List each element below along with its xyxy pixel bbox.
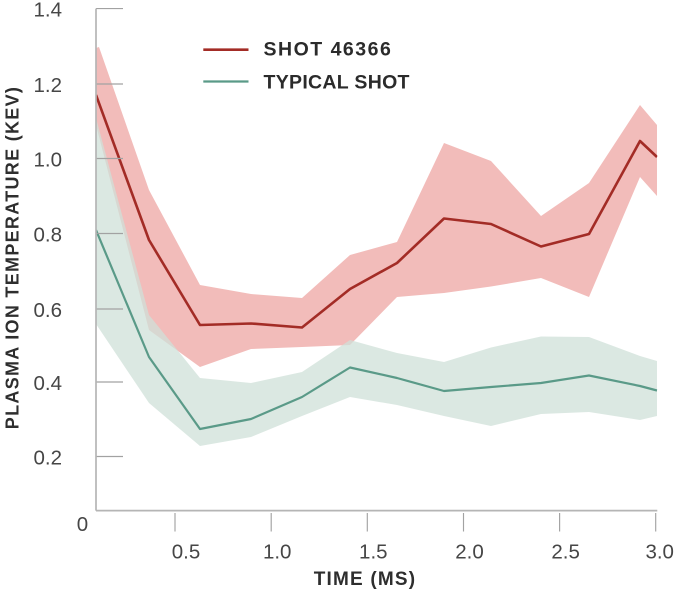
svg-text:SHOT 46366: SHOT 46366 xyxy=(264,39,393,61)
svg-text:PLASMA ION TEMPERATURE (KEV): PLASMA ION TEMPERATURE (KEV) xyxy=(3,86,23,429)
svg-text:0.8: 0.8 xyxy=(34,224,63,247)
svg-text:0.2: 0.2 xyxy=(34,447,63,470)
svg-text:TYPICAL SHOT: TYPICAL SHOT xyxy=(264,71,410,93)
svg-text:1.0: 1.0 xyxy=(34,149,63,172)
svg-text:1.2: 1.2 xyxy=(34,74,63,97)
svg-text:1.4: 1.4 xyxy=(34,0,63,22)
svg-text:0.5: 0.5 xyxy=(172,540,201,563)
svg-text:1.0: 1.0 xyxy=(263,540,292,563)
svg-text:0.6: 0.6 xyxy=(34,299,63,322)
svg-text:3.0: 3.0 xyxy=(645,540,674,563)
svg-text:2.0: 2.0 xyxy=(455,540,484,563)
svg-text:TIME (MS): TIME (MS) xyxy=(314,569,417,590)
svg-text:1.5: 1.5 xyxy=(359,540,388,563)
svg-text:2.5: 2.5 xyxy=(551,540,580,563)
svg-text:0.4: 0.4 xyxy=(34,372,63,395)
svg-text:0: 0 xyxy=(77,513,88,536)
